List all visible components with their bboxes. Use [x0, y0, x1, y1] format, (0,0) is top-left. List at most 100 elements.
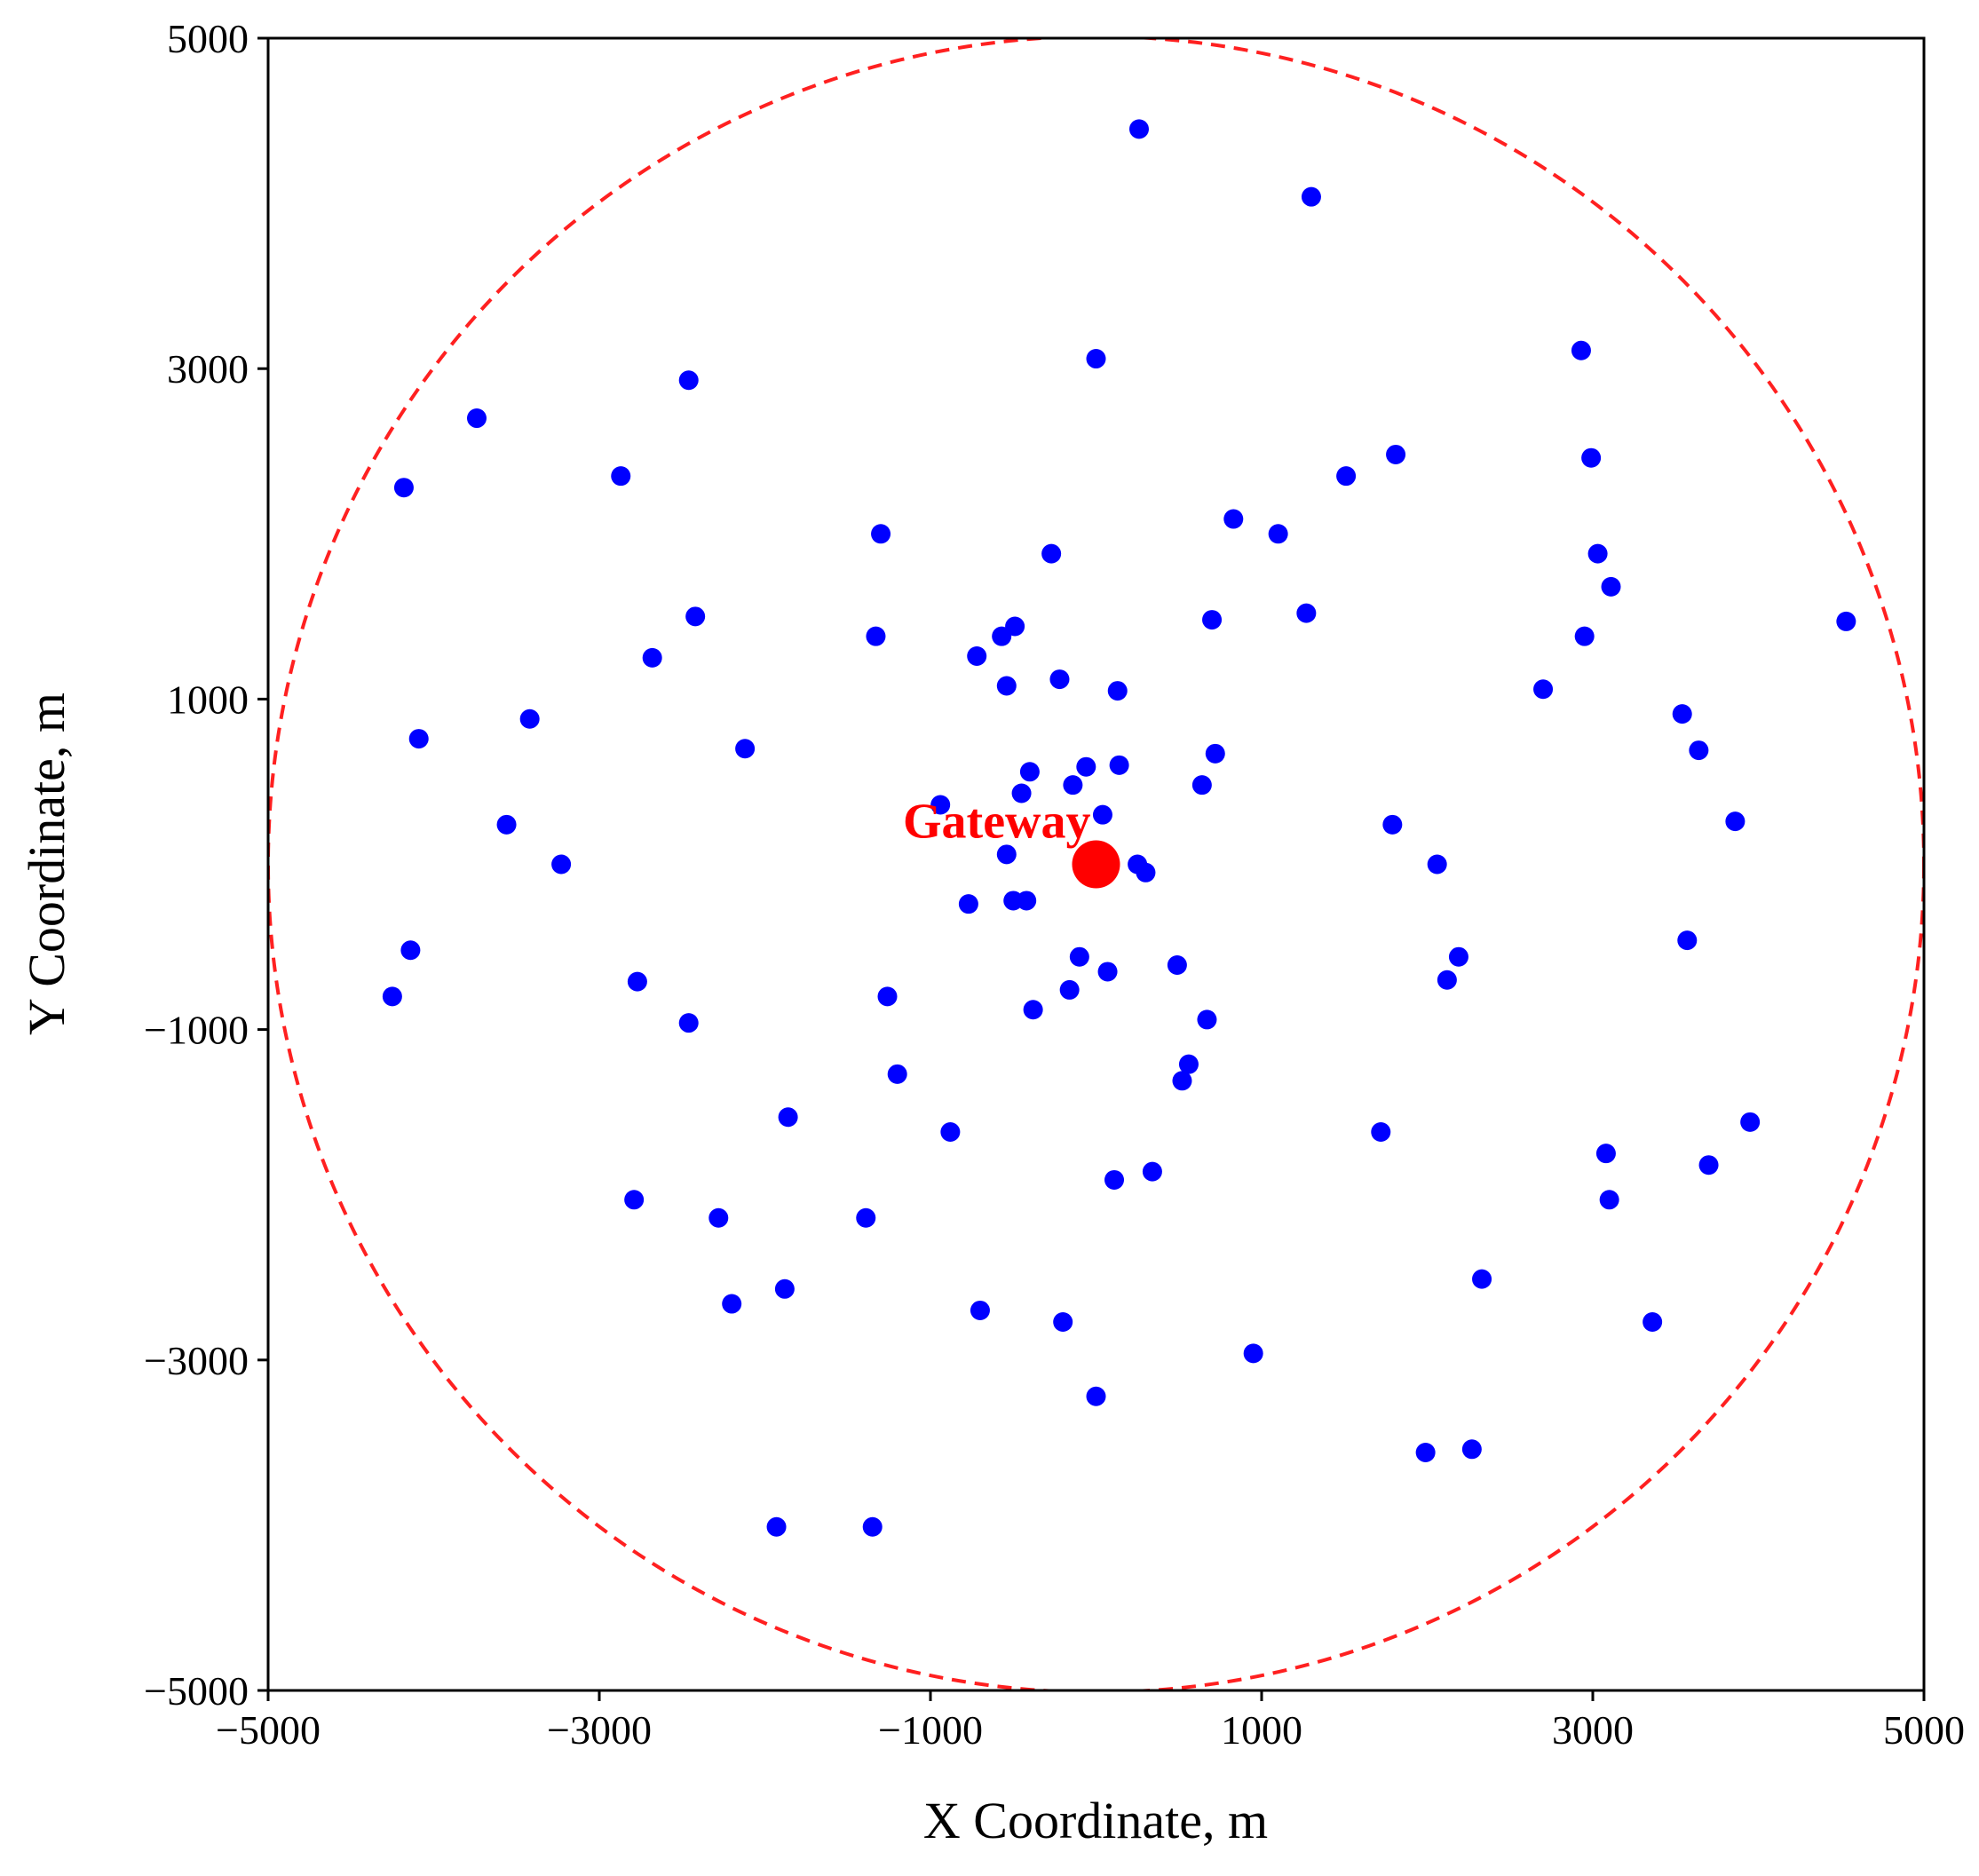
node-point-73	[1178, 1054, 1199, 1074]
node-point-55	[1017, 891, 1037, 911]
node-point-65	[1167, 955, 1187, 976]
node-point-34	[1019, 762, 1040, 782]
node-point-9	[1336, 466, 1357, 487]
node-point-17	[685, 606, 706, 627]
node-point-74	[1172, 1071, 1192, 1091]
x-axis-ticks: −5000 −3000 −1000 1000 3000 5000	[216, 1690, 1965, 1753]
node-point-38	[1672, 704, 1692, 724]
node-point-29	[1107, 681, 1128, 701]
node-point-59	[678, 1013, 699, 1033]
node-point-18	[642, 647, 662, 668]
plot-frame	[266, 36, 1926, 1692]
node-point-64	[1023, 1000, 1043, 1020]
node-point-90	[1643, 1311, 1663, 1332]
node-points	[382, 119, 1856, 1537]
node-point-40	[1011, 783, 1032, 803]
node-point-72	[940, 1121, 961, 1142]
node-point-20	[967, 646, 987, 667]
node-point-80	[708, 1207, 729, 1228]
x-tick-label-4: 3000	[1552, 1707, 1634, 1753]
node-point-85	[722, 1294, 742, 1314]
node-point-76	[1595, 1144, 1616, 1164]
node-point-2	[1086, 349, 1106, 369]
node-point-68	[1437, 970, 1457, 990]
node-point-14	[1041, 543, 1062, 564]
node-point-35	[1076, 756, 1096, 777]
gateway-group: Gateway	[903, 795, 1120, 889]
node-point-62	[1097, 962, 1118, 982]
node-point-93	[1415, 1443, 1436, 1463]
node-point-48	[1725, 811, 1745, 832]
node-point-49	[996, 844, 1017, 865]
node-point-81	[856, 1207, 876, 1228]
node-point-39	[1689, 740, 1709, 761]
node-point-44	[1092, 804, 1112, 825]
node-point-71	[778, 1107, 798, 1128]
node-point-47	[1382, 814, 1403, 835]
node-point-5	[466, 408, 487, 429]
node-point-92	[1086, 1386, 1106, 1406]
node-point-75	[1371, 1121, 1391, 1142]
node-point-56	[400, 940, 421, 961]
y-tick-label-1: −3000	[144, 1338, 249, 1383]
node-point-15	[1587, 543, 1608, 564]
node-point-88	[1053, 1311, 1073, 1332]
node-point-22	[1005, 616, 1025, 637]
y-tick-label-3: 1000	[167, 677, 249, 722]
node-point-26	[1836, 611, 1856, 631]
y-tick-label-5: 5000	[167, 16, 249, 61]
node-point-42	[1191, 775, 1212, 796]
node-point-31	[408, 729, 429, 749]
node-point-33	[735, 739, 756, 759]
node-point-45	[496, 814, 517, 835]
node-point-96	[862, 1516, 883, 1537]
node-point-3	[1571, 340, 1591, 360]
x-tick-label-2: −1000	[878, 1707, 983, 1753]
node-point-87	[970, 1300, 990, 1320]
node-point-7	[611, 466, 631, 487]
y-tick-label-2: −1000	[144, 1008, 249, 1053]
node-point-52	[1427, 854, 1447, 875]
node-point-30	[1533, 679, 1554, 700]
node-point-94	[1461, 1439, 1482, 1460]
node-point-57	[382, 986, 402, 1007]
node-point-27	[996, 676, 1017, 696]
node-point-1	[1301, 186, 1321, 207]
node-point-8	[1386, 444, 1406, 464]
node-point-19	[866, 626, 886, 646]
y-tick-label-4: 3000	[167, 346, 249, 392]
node-point-70	[887, 1064, 907, 1084]
node-point-32	[519, 708, 540, 729]
node-point-82	[1104, 1169, 1125, 1190]
node-point-46	[551, 854, 572, 875]
node-point-79	[624, 1190, 645, 1210]
node-point-24	[1296, 603, 1317, 623]
y-axis-label: Y Coordinate, m	[18, 693, 75, 1035]
node-point-69	[1677, 930, 1698, 951]
node-point-4	[678, 370, 699, 391]
x-tick-label-5: 5000	[1883, 1707, 1965, 1753]
node-point-51	[1136, 862, 1156, 883]
node-point-25	[1574, 626, 1595, 646]
node-point-0	[1128, 119, 1149, 139]
node-point-13	[871, 524, 891, 544]
node-point-11	[1223, 509, 1244, 529]
node-point-78	[1740, 1112, 1761, 1132]
node-point-66	[1197, 1009, 1217, 1030]
node-point-36	[1109, 755, 1129, 775]
node-point-63	[1059, 979, 1080, 1000]
node-point-84	[1599, 1190, 1619, 1210]
gateway-label: Gateway	[903, 795, 1091, 850]
node-point-6	[393, 478, 414, 498]
node-point-58	[627, 971, 647, 992]
node-point-16	[1601, 576, 1621, 597]
node-point-91	[1243, 1343, 1263, 1364]
y-tick-label-0: −5000	[144, 1668, 249, 1714]
gateway-marker	[1072, 840, 1120, 889]
x-tick-label-1: −3000	[547, 1707, 652, 1753]
node-point-60	[877, 986, 898, 1007]
node-point-61	[1069, 946, 1089, 967]
node-point-43	[930, 795, 951, 815]
node-point-89	[1472, 1269, 1492, 1289]
